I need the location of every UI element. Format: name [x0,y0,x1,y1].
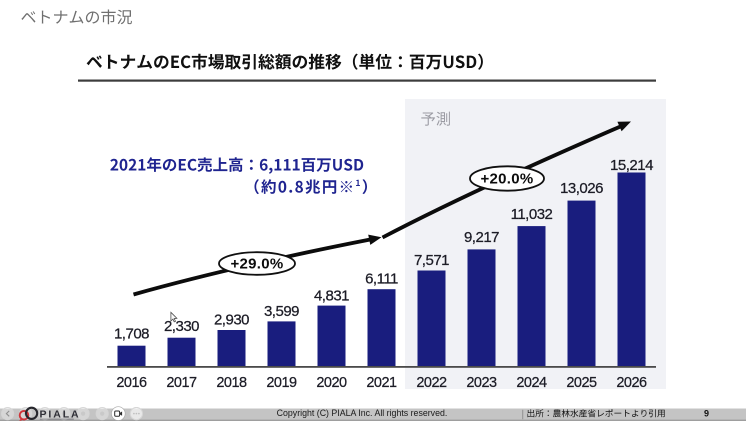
svg-text:2023: 2023 [466,375,497,391]
svg-text:2025: 2025 [566,375,597,391]
svg-text:2019: 2019 [266,375,297,391]
svg-text:2,330: 2,330 [164,318,199,335]
svg-text:6,111: 6,111 [365,270,398,287]
svg-text:7,571: 7,571 [414,252,449,269]
svg-text:4,831: 4,831 [314,288,349,305]
svg-text:+29.0%: +29.0% [230,256,283,273]
svg-text:2,930: 2,930 [214,312,249,329]
svg-text:11,032: 11,032 [511,206,553,223]
svg-text:Copyright (C) PIALA Inc. All r: Copyright (C) PIALA Inc. All rights rese… [277,408,448,418]
svg-text:2018: 2018 [216,375,247,391]
svg-text:15,214: 15,214 [610,157,653,174]
svg-text:+20.0%: +20.0% [480,171,533,188]
svg-text:2026: 2026 [616,375,647,391]
svg-text:2021: 2021 [366,375,397,391]
svg-text:13,026: 13,026 [560,180,603,197]
svg-text:PIALA: PIALA [40,408,81,420]
svg-text:1,708: 1,708 [114,326,149,343]
svg-text:2024: 2024 [516,375,547,391]
svg-text:2022: 2022 [416,375,447,391]
svg-text:2020: 2020 [316,375,347,391]
svg-text:2016: 2016 [116,375,147,391]
svg-text:2017: 2017 [166,375,197,391]
svg-text:9,217: 9,217 [464,229,499,246]
svg-text:9: 9 [704,408,709,418]
svg-text:3,599: 3,599 [264,303,299,320]
